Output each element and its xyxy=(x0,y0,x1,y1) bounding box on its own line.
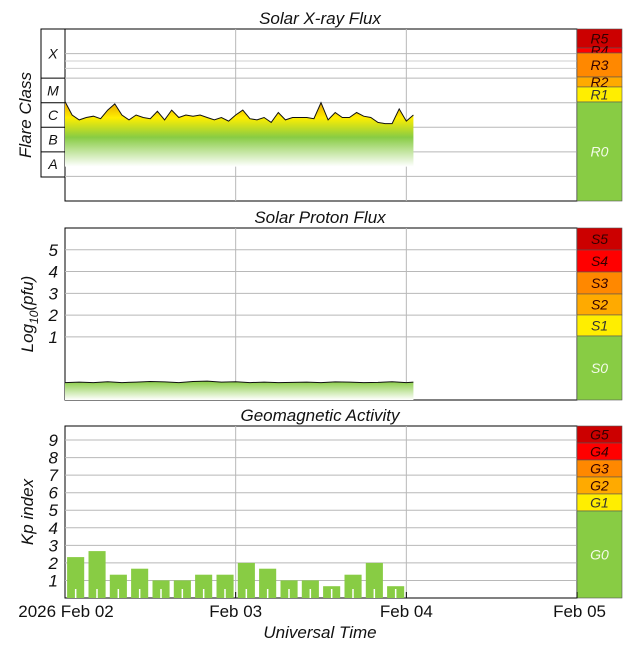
y-tick-label: 4 xyxy=(49,519,58,538)
flare-class-b: B xyxy=(48,132,57,148)
kp-bar xyxy=(365,562,383,598)
proton-ylabel-main: Log xyxy=(18,323,37,352)
solar-radiation-scale: S5 S4 S3 S2 S1 S0 xyxy=(576,227,623,401)
scale-label: S1 xyxy=(591,318,608,334)
y-tick-label: 9 xyxy=(49,431,59,450)
scale-level-r3 xyxy=(576,52,623,78)
kp-grid xyxy=(65,426,577,598)
proton-ylabel-sub: 10 xyxy=(27,310,41,324)
xray-grid xyxy=(65,29,577,201)
y-tick-label: 2 xyxy=(48,554,59,573)
flare-class-m: M xyxy=(47,82,59,98)
scale-label: G0 xyxy=(590,547,609,563)
xray-flux-line xyxy=(64,101,414,125)
kp-bar xyxy=(195,574,213,598)
y-tick-label: 4 xyxy=(49,263,58,282)
kp-bar xyxy=(344,574,362,598)
scale-label: G4 xyxy=(590,444,609,460)
x-tick-label: 2026 Feb 02 xyxy=(18,602,113,621)
scale-label: R1 xyxy=(591,87,609,103)
kp-bar xyxy=(109,574,127,598)
kp-bar xyxy=(67,557,85,598)
proton-ylabel: Log10(pfu) xyxy=(18,276,41,353)
proton-flux-series xyxy=(64,380,414,400)
scale-label: R2 xyxy=(591,74,609,90)
x-axis-label: Universal Time xyxy=(263,623,376,642)
flare-class-x: X xyxy=(47,46,58,62)
xray-flux-series xyxy=(64,101,414,167)
x-tick-label: Feb 05 xyxy=(553,602,606,621)
scale-label: G3 xyxy=(590,461,609,477)
kp-title: Geomagnetic Activity xyxy=(240,406,401,425)
scale-level-s0 xyxy=(576,335,623,401)
y-tick-label: 5 xyxy=(49,501,59,520)
y-tick-label: 1 xyxy=(49,571,58,590)
kp-bars xyxy=(67,551,405,598)
xray-title: Solar X-ray Flux xyxy=(259,9,381,28)
scale-label: R0 xyxy=(591,144,609,160)
y-tick-label: 7 xyxy=(49,466,59,485)
kp-bar xyxy=(259,568,277,598)
scale-label: S3 xyxy=(591,275,608,291)
scale-label: G5 xyxy=(590,427,609,443)
proton-flux-fill xyxy=(65,381,414,400)
scale-level-r0 xyxy=(576,101,623,202)
time-axis-ticks: 2026 Feb 02 Feb 03 Feb 04 Feb 05 xyxy=(18,592,606,621)
y-tick-label: 6 xyxy=(49,484,59,503)
proton-y-ticks: 1 2 3 4 5 xyxy=(48,241,59,347)
scale-label: S0 xyxy=(591,360,608,376)
scale-label: G2 xyxy=(590,478,609,494)
scale-label: S2 xyxy=(591,297,608,313)
xray-flux-fill xyxy=(65,101,414,167)
kp-ylabel: Kp index xyxy=(18,478,37,545)
proton-plot-area xyxy=(64,227,578,401)
kp-bar xyxy=(131,568,149,598)
kp-plot-area xyxy=(64,425,578,599)
kp-panel: Geomagnetic Activity Kp index 123456789 … xyxy=(18,406,623,599)
y-tick-label: 3 xyxy=(49,536,59,555)
y-tick-label: 2 xyxy=(48,306,59,325)
scale-label: S5 xyxy=(591,231,608,247)
flare-class-a: A xyxy=(47,156,57,172)
y-tick-label: 3 xyxy=(49,284,59,303)
proton-ylabel-tail: (pfu) xyxy=(18,276,37,311)
scale-label: R5 xyxy=(591,31,609,47)
proton-title: Solar Proton Flux xyxy=(254,208,386,227)
scale-label: S4 xyxy=(591,253,608,269)
x-tick-label: Feb 03 xyxy=(209,602,262,621)
y-tick-label: 8 xyxy=(49,449,59,468)
proton-grid xyxy=(65,228,577,400)
y-tick-label: 5 xyxy=(49,241,59,260)
scale-label: G1 xyxy=(590,495,609,511)
x-tick-label: Feb 04 xyxy=(380,602,433,621)
kp-bar xyxy=(237,562,255,598)
scale-label: R3 xyxy=(591,57,609,73)
kp-bar xyxy=(88,551,106,598)
y-tick-label: 1 xyxy=(49,328,58,347)
xray-ylabel: Flare Class xyxy=(16,72,35,158)
flare-class-c: C xyxy=(48,107,59,123)
kp-bar xyxy=(216,574,234,598)
proton-flux-line xyxy=(64,380,414,384)
scale-level-g0 xyxy=(576,510,623,599)
